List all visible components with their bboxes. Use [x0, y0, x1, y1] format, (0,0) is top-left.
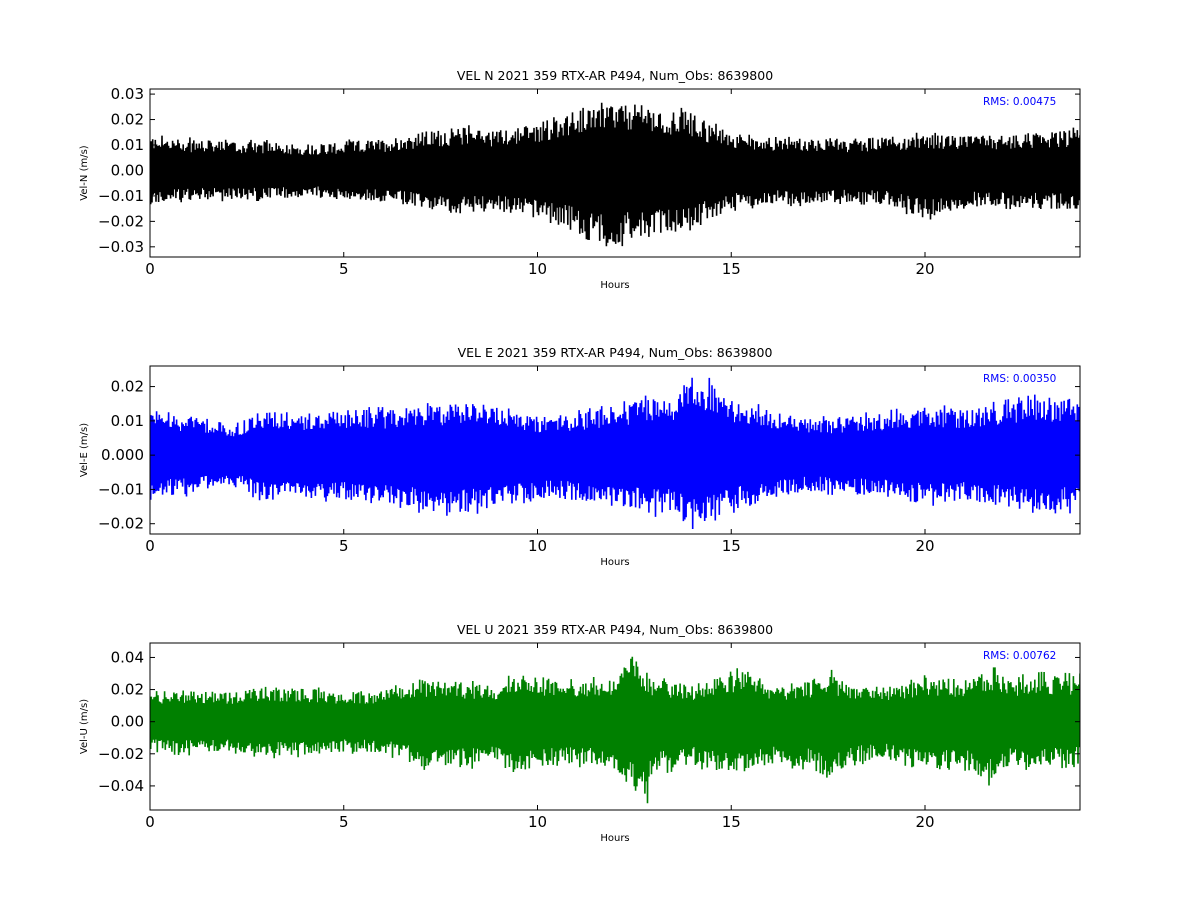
axes-frame	[149, 365, 1081, 535]
x-tick-label: 20	[915, 260, 934, 278]
y-tick-label: 0.01	[111, 412, 144, 430]
series-trace	[150, 656, 1080, 804]
x-tick-label: 10	[528, 260, 547, 278]
y-tick-label: 0.02	[111, 681, 144, 699]
rms-annotation: RMS: 0.00350	[983, 373, 1056, 385]
chart-title: VEL E 2021 359 RTX-AR P494, Num_Obs: 863…	[458, 345, 773, 360]
y-tick-label: 0.01	[111, 136, 144, 154]
y-tick-label: 0.000	[101, 446, 144, 464]
chart-title: VEL U 2021 359 RTX-AR P494, Num_Obs: 863…	[457, 622, 773, 637]
x-tick-label: 5	[339, 813, 349, 831]
axes-frame	[149, 88, 1081, 258]
series-trace	[150, 377, 1080, 530]
x-axis-label: Hours	[600, 833, 629, 844]
y-tick-label: −0.01	[98, 480, 144, 498]
x-tick-label: 10	[528, 537, 547, 555]
series-trace	[150, 102, 1080, 247]
y-tick-label: 0.00	[111, 161, 144, 179]
x-axis-label: Hours	[600, 557, 629, 568]
y-tick-label: 0.03	[111, 85, 144, 103]
y-axis-label: Vel-N (m/s)	[79, 145, 90, 200]
x-tick-label: 20	[915, 813, 934, 831]
subplot-1: VEL N 2021 359 RTX-AR P494, Num_Obs: 863…	[79, 68, 1081, 291]
x-tick-label: 5	[339, 260, 349, 278]
x-tick-label: 15	[722, 537, 741, 555]
x-tick-label: 15	[722, 813, 741, 831]
x-tick-label: 20	[915, 537, 934, 555]
y-tick-label: −0.03	[98, 238, 144, 256]
y-tick-label: 0.02	[111, 111, 144, 129]
y-tick-label: −0.01	[98, 187, 144, 205]
y-tick-label: 0.04	[111, 648, 144, 666]
y-tick-label: −0.02	[98, 745, 144, 763]
y-tick-label: 0.02	[111, 378, 144, 396]
y-tick-label: 0.00	[111, 713, 144, 731]
rms-annotation: RMS: 0.00475	[983, 96, 1056, 108]
x-tick-label: 0	[145, 537, 155, 555]
axes-frame	[149, 642, 1081, 811]
y-tick-label: −0.04	[98, 777, 144, 795]
subplot-2: VEL E 2021 359 RTX-AR P494, Num_Obs: 863…	[79, 345, 1081, 568]
x-tick-label: 0	[145, 260, 155, 278]
y-tick-label: −0.02	[98, 515, 144, 533]
rms-annotation: RMS: 0.00762	[983, 650, 1056, 662]
x-tick-label: 10	[528, 813, 547, 831]
x-tick-label: 15	[722, 260, 741, 278]
y-tick-label: −0.02	[98, 212, 144, 230]
subplot-3: VEL U 2021 359 RTX-AR P494, Num_Obs: 863…	[79, 622, 1081, 844]
y-axis-label: Vel-E (m/s)	[79, 423, 90, 477]
chart-title: VEL N 2021 359 RTX-AR P494, Num_Obs: 863…	[457, 68, 773, 83]
x-tick-label: 0	[145, 813, 155, 831]
x-tick-label: 5	[339, 537, 349, 555]
y-axis-label: Vel-U (m/s)	[79, 699, 90, 754]
x-axis-label: Hours	[600, 280, 629, 291]
